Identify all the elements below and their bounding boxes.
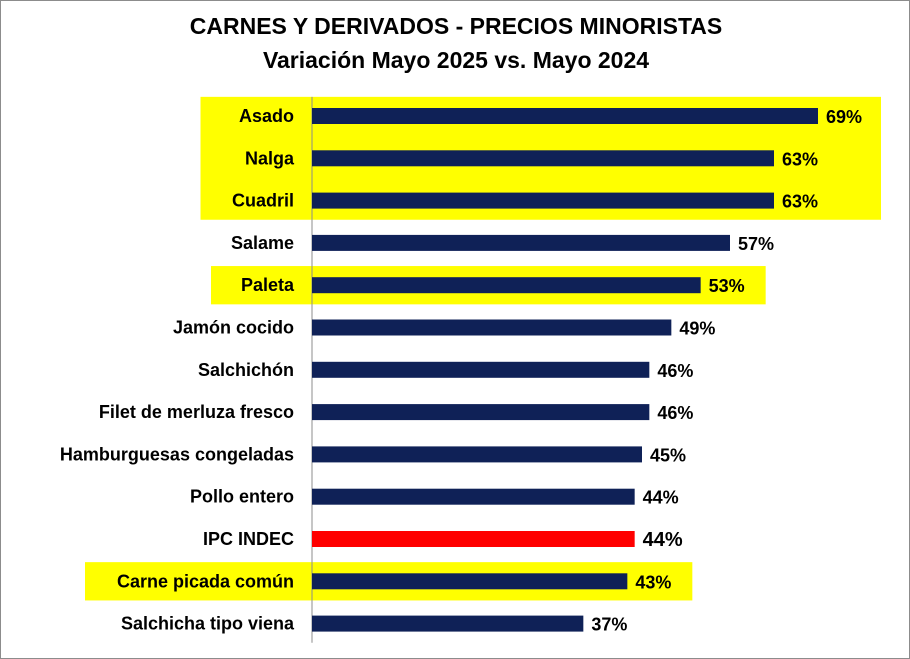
bar-nalga bbox=[312, 150, 774, 167]
value-label-carne-picada-comun: 43% bbox=[635, 572, 671, 592]
category-label-nalga: Nalga bbox=[245, 148, 295, 168]
value-label-asado: 69% bbox=[826, 107, 862, 127]
bar-hamburguesas-congeladas bbox=[312, 446, 642, 463]
chart-subtitle: Variación Mayo 2025 vs. Mayo 2024 bbox=[262, 47, 650, 73]
value-label-salchicha-tipo-viena: 37% bbox=[591, 615, 627, 635]
category-label-salchicha-tipo-viena: Salchicha tipo viena bbox=[121, 614, 295, 634]
bar-ipc-indec bbox=[312, 531, 635, 547]
highlight-layer bbox=[85, 96, 881, 601]
category-label-asado: Asado bbox=[239, 106, 294, 126]
bar-carne-picada-comun bbox=[312, 573, 628, 590]
value-label-cuadril: 63% bbox=[782, 192, 818, 212]
value-label-nalga: 63% bbox=[782, 149, 818, 169]
bar-pollo-entero bbox=[312, 488, 635, 505]
bar-salame bbox=[312, 234, 730, 251]
category-label-salame: Salame bbox=[231, 233, 294, 253]
bar-salchicha-tipo-viena bbox=[312, 615, 584, 632]
category-label-filet-de-merluza-fresco: Filet de merluza fresco bbox=[99, 402, 294, 422]
bar-jamon-cocido bbox=[312, 319, 672, 336]
category-label-jamon-cocido: Jamón cocido bbox=[173, 318, 294, 338]
value-label-filet-de-merluza-fresco: 46% bbox=[657, 403, 693, 423]
bar-asado bbox=[312, 108, 818, 124]
category-label-paleta: Paleta bbox=[241, 275, 295, 295]
value-label-ipc-indec: 44% bbox=[643, 529, 683, 551]
bar-salchichon bbox=[312, 361, 650, 378]
category-label-salchichon: Salchichón bbox=[198, 360, 294, 380]
category-label-hamburguesas-congeladas: Hamburguesas congeladas bbox=[60, 444, 294, 464]
value-label-salame: 57% bbox=[738, 234, 774, 254]
value-label-pollo-entero: 44% bbox=[643, 488, 679, 508]
bar-paleta bbox=[312, 277, 701, 294]
value-label-salchichon: 46% bbox=[657, 361, 693, 381]
bars-layer: Asado 69% Nalga 63% Cuadril 63% Salame 57% Palet… bbox=[60, 106, 862, 635]
category-label-cuadril: Cuadril bbox=[232, 191, 294, 211]
bar-filet-de-merluza-fresco bbox=[312, 404, 650, 421]
value-label-jamon-cocido: 49% bbox=[679, 319, 715, 339]
chart-title: CARNES Y DERIVADOS - PRECIOS MINORISTAS bbox=[189, 13, 723, 39]
bar-cuadril bbox=[312, 192, 774, 209]
category-label-carne-picada-comun: Carne picada común bbox=[117, 571, 294, 591]
category-label-pollo-entero: Pollo entero bbox=[190, 487, 294, 507]
category-label-ipc-indec: IPC INDEC bbox=[203, 529, 294, 549]
value-label-hamburguesas-congeladas: 45% bbox=[650, 445, 686, 465]
value-label-paleta: 53% bbox=[709, 276, 745, 296]
